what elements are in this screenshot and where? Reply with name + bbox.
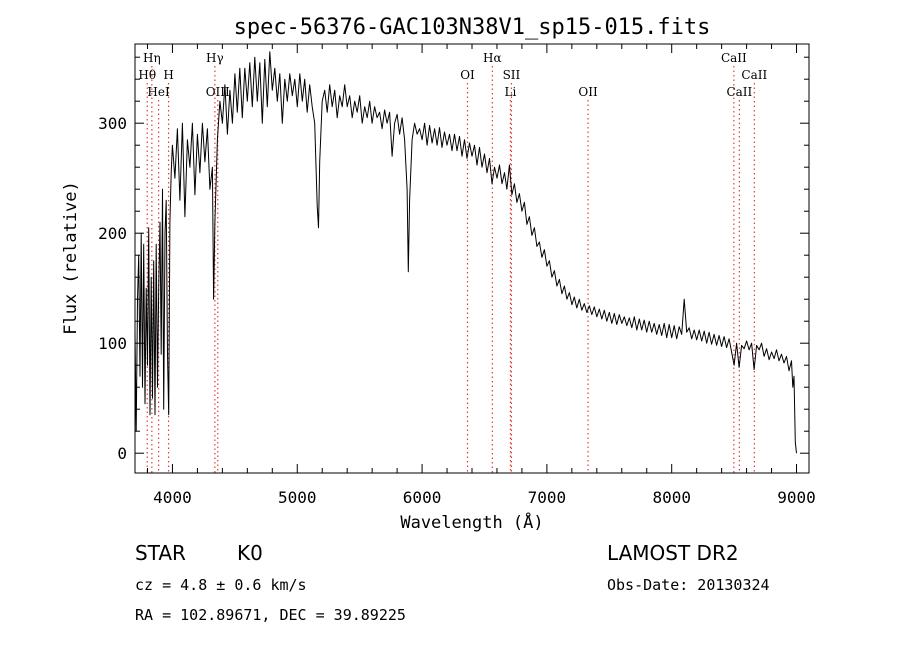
spectral-line-markers	[146, 66, 755, 473]
redshift-info: cz = 4.8 ± 0.6 km/s	[135, 576, 307, 594]
spectral-line-label: OIII	[206, 85, 230, 99]
x-tick-label: 5000	[278, 488, 317, 507]
plot-frame	[134, 43, 810, 474]
y-tick-label: 300	[98, 114, 127, 133]
spectrum-line	[134, 51, 797, 454]
spectral-line-label: OII	[578, 85, 598, 99]
observation-date: Obs-Date: 20130324	[607, 576, 770, 594]
object-subclass: K0	[237, 541, 263, 565]
chart-title: spec-56376-GAC103N38V1_sp15-015.fits	[234, 15, 711, 40]
spectral-line-label: Hα	[483, 51, 502, 65]
spectral-line-label: H	[163, 68, 173, 82]
y-tick-label: 200	[98, 224, 127, 243]
y-axis-label: Flux (relative)	[61, 181, 81, 335]
x-tick-label: 9000	[777, 488, 816, 507]
spectral-line-label: Li	[505, 85, 517, 99]
x-axis: 4000 5000 6000 7000 8000 9000	[146, 44, 816, 507]
x-tick-label: 7000	[528, 488, 567, 507]
coordinates-info: RA = 102.89671, DEC = 39.89225	[135, 606, 406, 624]
y-axis: 0 100 200 300	[98, 56, 809, 463]
spectral-line-label: CaII	[741, 68, 767, 82]
x-tick-label: 8000	[652, 488, 691, 507]
survey-name: LAMOST DR2	[607, 541, 739, 565]
spectral-line-label: Hθ	[138, 68, 156, 82]
spectral-line-label: HeI	[147, 85, 170, 99]
spectral-line-label: SII	[503, 68, 521, 82]
spectral-line-label: OI	[460, 68, 475, 82]
x-axis-label: Wavelength (Å)	[400, 511, 543, 533]
spectral-line-label: CaII	[726, 85, 752, 99]
spectral-line-label: Hγ	[206, 51, 224, 65]
y-tick-label: 100	[98, 334, 127, 353]
spectral-line-label: Hη	[143, 51, 161, 65]
x-tick-label: 4000	[153, 488, 192, 507]
x-tick-label: 6000	[403, 488, 442, 507]
y-tick-label: 0	[117, 444, 127, 463]
spectral-line-labels: Hη Hθ H HeI Hγ OIII Hα OI SII Li OII CaII CaII CaII	[138, 51, 767, 99]
object-class: STAR	[135, 541, 186, 565]
spectral-line-label: CaII	[721, 51, 747, 65]
